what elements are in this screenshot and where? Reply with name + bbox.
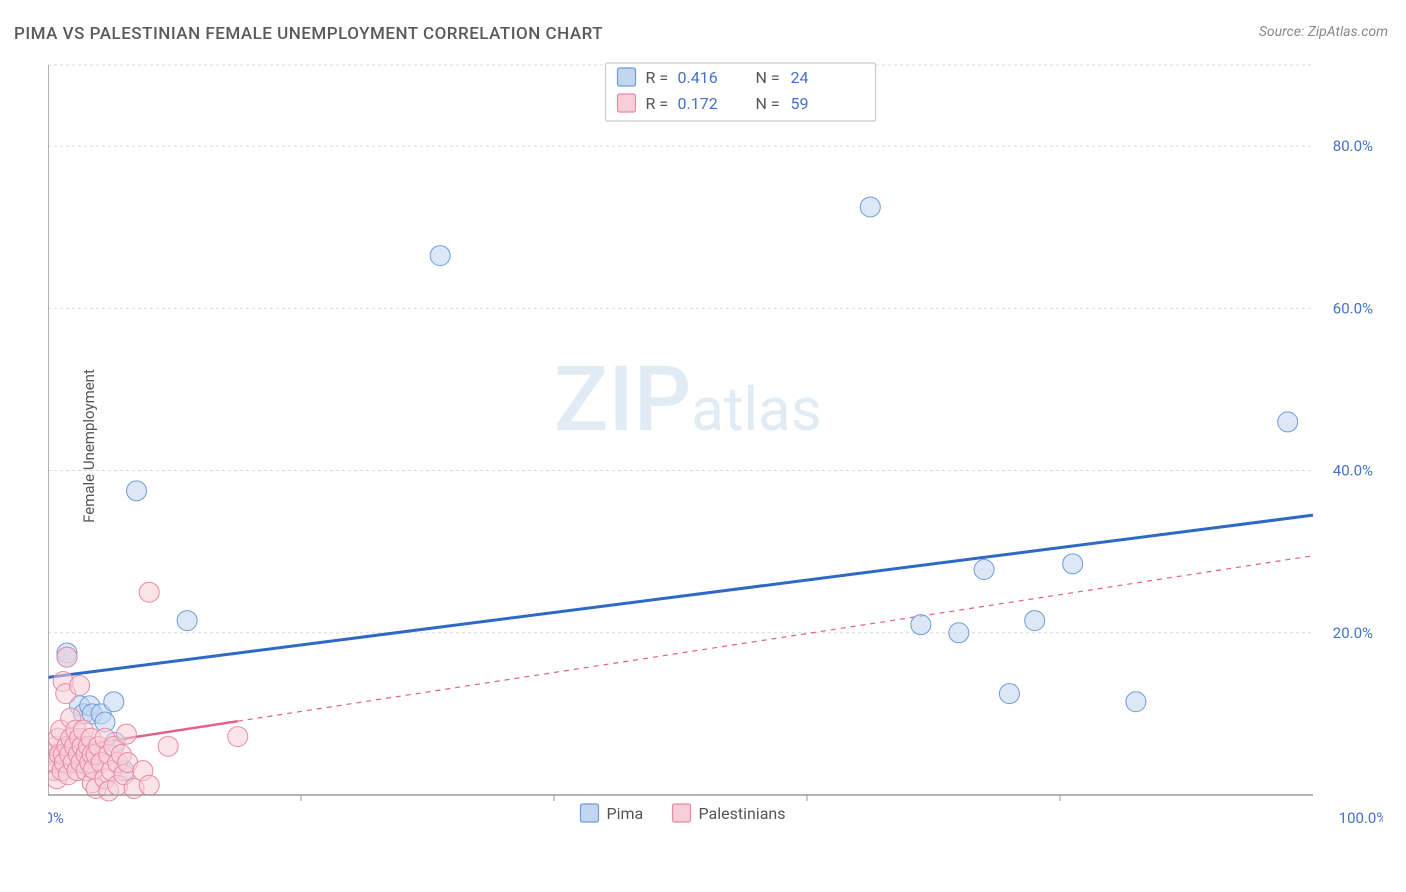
- scatter-point: [430, 246, 450, 266]
- legend-series: Pima Palestinians: [581, 804, 786, 823]
- legend-r-label: R =: [646, 94, 669, 113]
- legend-r-value: 0.416: [678, 68, 718, 87]
- scatter-point: [860, 197, 880, 217]
- y-tick-label: 80.0%: [1333, 137, 1373, 155]
- scatter-point: [1025, 611, 1045, 631]
- trendline-pima: [48, 515, 1313, 677]
- legend-n-label: N =: [756, 94, 780, 113]
- legend-series-label: Palestinians: [699, 804, 786, 823]
- watermark: ZIPatlas: [554, 347, 822, 452]
- scatter-point: [139, 775, 159, 795]
- x-tick-label: 100.0%: [1339, 809, 1383, 825]
- y-tick-label: 60.0%: [1333, 299, 1373, 317]
- legend-swatch: [618, 94, 636, 112]
- legend-swatch: [581, 804, 599, 822]
- chart-container: PIMA VS PALESTINIAN FEMALE UNEMPLOYMENT …: [0, 0, 1406, 892]
- scatter-point: [999, 684, 1019, 704]
- y-tick-label: 40.0%: [1333, 462, 1373, 480]
- scatter-point: [177, 611, 197, 631]
- scatter-point: [1126, 692, 1146, 712]
- source-label: Source: ZipAtlas.com: [1259, 24, 1388, 40]
- legend-correlation: R = 0.416 N = 24 R = 0.172 N = 59: [606, 63, 876, 121]
- x-tick-label: 0.0%: [48, 809, 64, 825]
- scatter-point: [104, 692, 124, 712]
- legend-series-label: Pima: [607, 804, 644, 823]
- scatter-point: [139, 582, 159, 602]
- legend-n-value: 24: [791, 68, 809, 87]
- scatter-point: [911, 615, 931, 635]
- scatter-point: [1278, 412, 1298, 432]
- scatter-point: [1063, 554, 1083, 574]
- scatter-point: [127, 481, 147, 501]
- scatter-point: [158, 736, 178, 756]
- scatter-plot: ZIPatlas 20.0% 40.0% 60.0% 80.0% 0.0% 100.0% R …: [48, 55, 1383, 825]
- chart-area: ZIPatlas 20.0% 40.0% 60.0% 80.0% 0.0% 100.0% R …: [48, 55, 1383, 825]
- legend-swatch: [618, 68, 636, 86]
- legend-r-value: 0.172: [678, 94, 718, 113]
- scatter-point: [974, 560, 994, 580]
- legend-n-label: N =: [756, 68, 780, 87]
- legend-n-value: 59: [791, 94, 809, 113]
- y-tick-label: 20.0%: [1333, 624, 1373, 642]
- scatter-point: [70, 676, 90, 696]
- chart-title: PIMA VS PALESTINIAN FEMALE UNEMPLOYMENT …: [14, 24, 603, 44]
- scatter-point: [116, 724, 136, 744]
- scatter-point: [228, 727, 248, 747]
- legend-r-label: R =: [646, 68, 669, 87]
- scatter-point: [57, 647, 77, 667]
- scatter-point: [949, 623, 969, 643]
- legend-swatch: [673, 804, 691, 822]
- trendline-palestinians-dashed: [238, 556, 1313, 721]
